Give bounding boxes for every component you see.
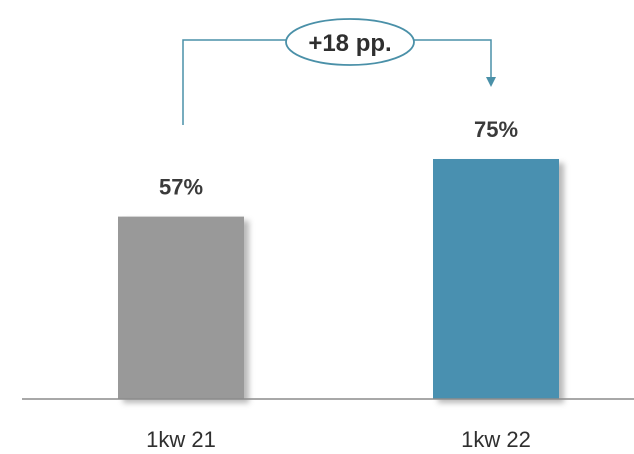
bar-1 (118, 216, 244, 399)
delta-bubble (285, 18, 415, 66)
delta-annotation: +18 pp. (182, 18, 496, 125)
delta-connector-right (408, 39, 496, 87)
value-labels-layer: 57% 75% (159, 117, 518, 200)
value-label-1: 57% (159, 175, 203, 200)
bars-layer (118, 159, 559, 399)
x-tick-label-1: 1kw 21 (146, 427, 216, 452)
x-tick-label-2: 1kw 22 (461, 427, 531, 452)
bar-2 (433, 159, 559, 399)
tick-labels-layer: 1kw 21 1kw 22 (146, 427, 531, 452)
delta-label: +18 pp. (308, 30, 391, 57)
value-label-2: 75% (474, 117, 518, 142)
delta-connector-left (182, 39, 292, 125)
